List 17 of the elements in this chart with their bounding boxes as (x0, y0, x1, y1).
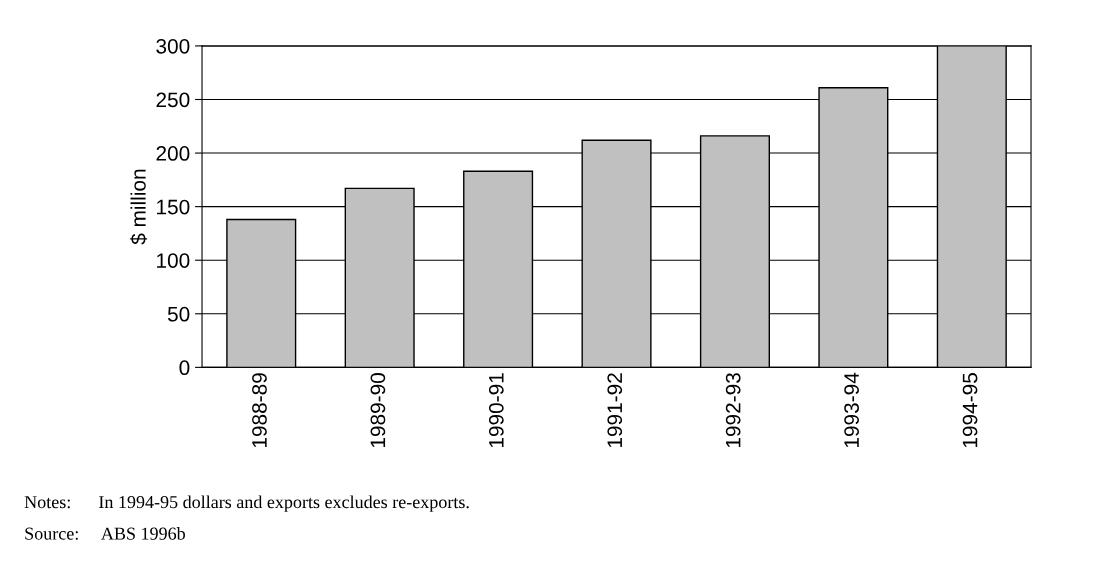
y-tick-label: 50 (167, 306, 190, 322)
y-tick-label: 0 (179, 360, 190, 376)
y-tick-label: 250 (156, 92, 190, 108)
text: Notes: In 1994-95 dollars and exports excludes re-exports. (24, 495, 469, 512)
x-tick-label: 1991-92 (607, 373, 623, 448)
y-tick-label: 200 (156, 146, 190, 161)
y-axis-title: $ million (130, 169, 148, 245)
x-tick-label: 1992-93 (725, 373, 741, 448)
x-tick-label: 1993-94 (844, 372, 859, 448)
y-tick-label: 300 (156, 38, 190, 54)
x-tick-label: 1990-91 (488, 373, 504, 448)
y-tick-label: 150 (157, 199, 190, 215)
x-tick-label: 1988-89 (252, 373, 267, 448)
y-tick-label: 100 (157, 253, 190, 268)
source-note: Source: ABS 1996b (25, 527, 185, 540)
x-tick-label: 1989-90 (370, 373, 386, 448)
x-tick-label: 1994-95 (962, 373, 978, 448)
